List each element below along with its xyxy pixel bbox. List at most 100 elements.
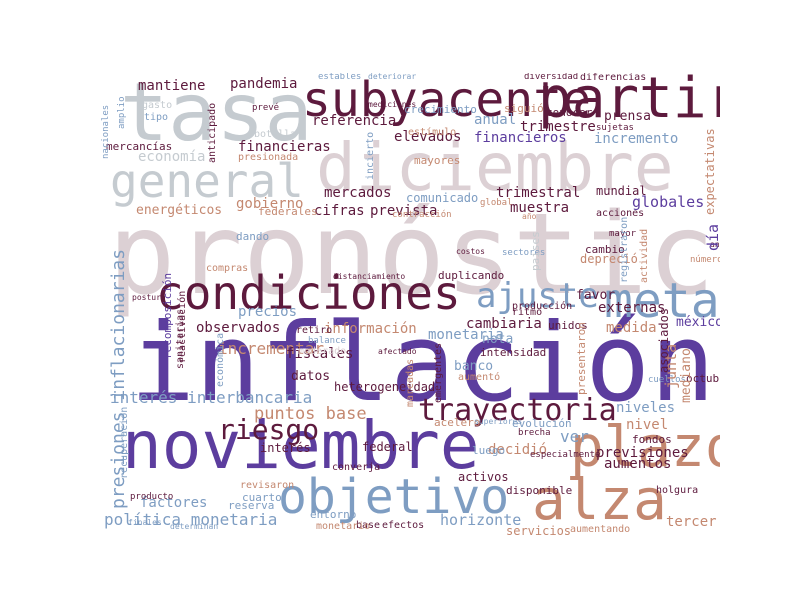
word: mundial — [596, 184, 647, 198]
word: noviembre — [122, 407, 480, 484]
word: monetaria — [428, 327, 504, 343]
word: moderado — [298, 346, 347, 357]
word: trayectoria — [418, 393, 617, 428]
word: interés — [260, 441, 311, 455]
word: amplio — [117, 96, 127, 129]
word: acelero — [434, 416, 481, 429]
word: prevista — [370, 203, 438, 219]
word: niveles — [616, 400, 676, 416]
word: distanciamiento — [333, 272, 406, 281]
word: global — [480, 198, 513, 208]
word: trimestre — [520, 119, 596, 135]
word: información — [324, 321, 417, 337]
word: objetivo — [278, 469, 510, 525]
word: banco — [454, 359, 494, 374]
word: deteriorar — [368, 73, 417, 81]
word: incierto — [365, 131, 376, 180]
word: meta — [604, 273, 720, 329]
word: horizonte — [440, 511, 522, 529]
word: elevados — [394, 129, 462, 145]
word: precios — [238, 304, 298, 320]
word: especialmente — [530, 450, 601, 460]
word: efectos — [382, 520, 425, 531]
word: económica — [215, 332, 226, 387]
word: siguió — [504, 102, 544, 115]
word: botella — [254, 129, 297, 140]
word: subyacente — [302, 73, 591, 128]
word: plazo — [570, 415, 720, 480]
word: presionada — [238, 152, 299, 163]
word: pandemia — [230, 76, 298, 92]
word: estímulo — [408, 127, 457, 138]
word: mediano — [679, 348, 694, 403]
word: puntos base — [254, 404, 367, 424]
word: globales — [632, 193, 705, 211]
word: depreció — [580, 252, 638, 266]
word: ajuste — [476, 276, 599, 316]
word: riesgo — [218, 413, 320, 446]
word: cambiaria — [466, 316, 542, 332]
word: postura — [132, 293, 166, 302]
word: tercer — [666, 514, 717, 530]
word: unidos — [548, 319, 588, 332]
word: muestra — [510, 200, 570, 216]
word: diversidad — [524, 73, 579, 82]
word: inflación — [130, 301, 716, 426]
word: comunicado — [406, 191, 479, 205]
word: día — [704, 223, 720, 251]
word: condiciones — [156, 266, 461, 320]
word: externas — [598, 300, 666, 316]
word: países — [529, 231, 542, 271]
word: mercados — [324, 185, 392, 201]
word: reserva — [228, 499, 275, 512]
word: datos — [291, 369, 331, 384]
word: asociados — [657, 307, 671, 373]
word: aumentos — [604, 456, 672, 472]
word: sectores — [502, 248, 546, 258]
word: activos — [458, 470, 509, 484]
word: balance — [308, 336, 346, 346]
word: monetario — [316, 521, 371, 532]
word: registraron — [619, 216, 630, 283]
word: acciones — [596, 208, 645, 219]
word: anuncio — [710, 240, 720, 249]
word: tasa — [120, 73, 313, 159]
word: heterogeneidad — [334, 380, 436, 394]
word: mayores — [414, 154, 461, 167]
word: base — [356, 520, 381, 531]
word: nivel — [626, 417, 669, 433]
word: diferencias — [580, 73, 647, 83]
word: revisaron — [240, 480, 295, 491]
word: nota — [482, 332, 514, 347]
word: cambio — [585, 243, 625, 256]
word: recomposición — [161, 272, 174, 359]
word: política monetaria — [104, 510, 278, 529]
word: fondos — [632, 433, 672, 446]
word: sujetas — [596, 123, 634, 133]
word: producción — [512, 301, 573, 312]
word: diciembre — [316, 129, 674, 206]
word: medida — [606, 320, 657, 336]
word: converja — [332, 462, 381, 473]
word: aumentó — [458, 372, 501, 383]
word: cifras — [314, 203, 365, 219]
word: reactivación — [177, 290, 188, 363]
word: cuellos — [648, 375, 686, 385]
word: prevé — [252, 103, 280, 113]
word: economía — [138, 149, 206, 165]
word: costos — [456, 247, 485, 256]
word: pronóstico — [108, 190, 720, 320]
word: anticipado — [207, 102, 218, 163]
word: financieras — [238, 139, 331, 155]
word: favor — [576, 288, 616, 303]
word: ritmo — [512, 307, 543, 318]
word: mediciones — [368, 100, 417, 109]
word: incrementar — [218, 339, 324, 358]
word: tipo — [144, 112, 169, 123]
word: factores — [140, 495, 208, 511]
word: producto — [130, 492, 174, 502]
word: trimestral — [496, 185, 581, 201]
word: conocer — [546, 106, 593, 119]
word: brecha — [518, 428, 551, 438]
word: recuperación — [119, 406, 130, 479]
